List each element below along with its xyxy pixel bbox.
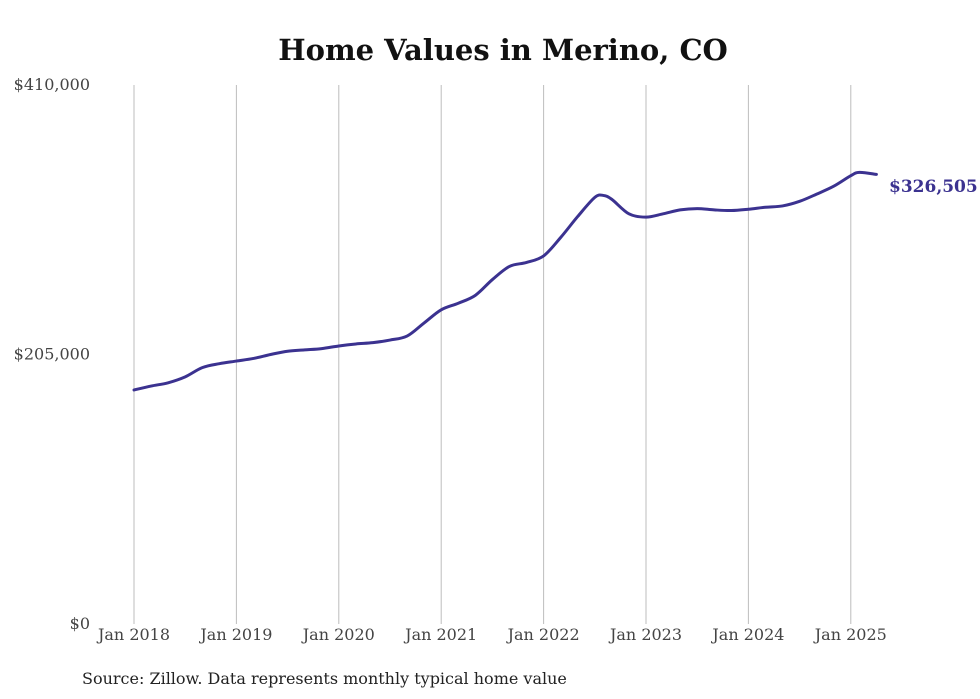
x-tick-label: Jan 2021 [403,625,477,644]
y-tick-label: $0 [70,614,90,633]
x-tick-label: Jan 2024 [710,625,784,644]
x-tick-label: Jan 2018 [96,625,170,644]
x-tick-label: Jan 2022 [506,625,580,644]
x-axis-ticks: Jan 2018 Jan 2019 Jan 2020 Jan 2021 Jan 2022… [96,625,887,644]
x-tick-label: Jan 2020 [301,625,375,644]
grid [133,85,852,624]
source-note: Source: Zillow. Data represents monthly … [82,669,567,688]
end-value-label: $326,505 [889,177,978,197]
x-tick-label: Jan 2023 [608,625,682,644]
x-tick-label: Jan 2019 [198,625,272,644]
y-tick-label: $205,000 [14,345,90,364]
series-line [132,170,878,392]
y-tick-label: $410,000 [14,75,90,94]
y-axis-ticks: $0 $205,000 $410,000 [14,75,90,633]
chart-title: Home Values in Merino, CO [278,33,728,67]
x-tick-label: Jan 2025 [813,625,887,644]
